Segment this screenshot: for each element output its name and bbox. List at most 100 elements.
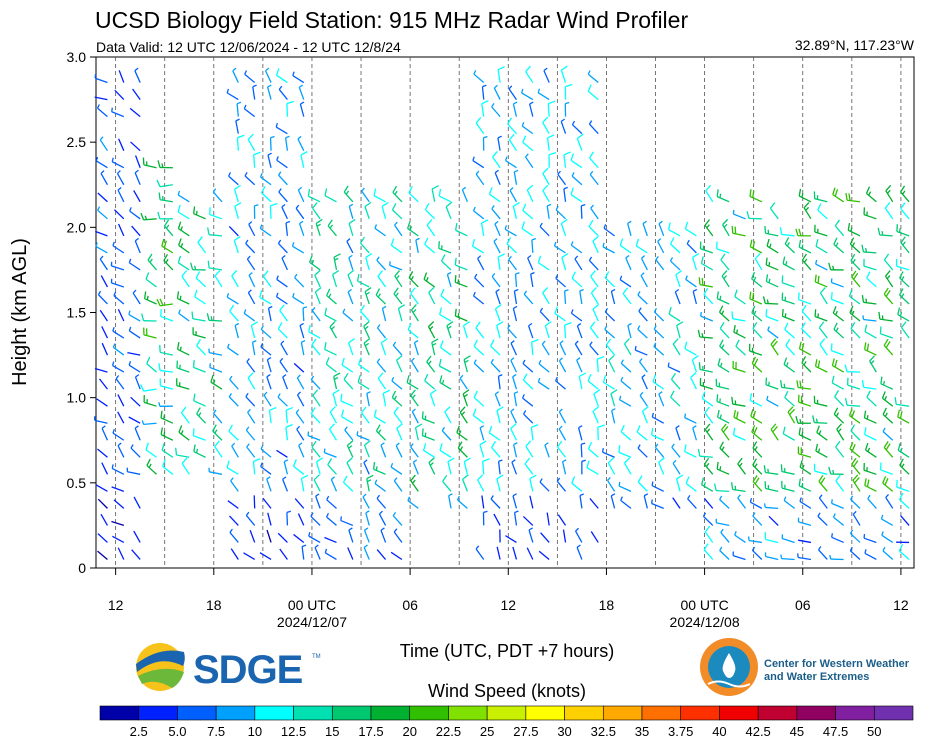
- wind-barb-flag: [366, 474, 374, 480]
- wind-barb-half-flag: [346, 238, 351, 242]
- wind-barb: [475, 545, 485, 560]
- wind-barb-half-flag: [885, 493, 890, 498]
- wind-barb: [899, 271, 910, 288]
- wind-barb: [96, 104, 108, 118]
- wind-barb-staff: [653, 311, 665, 322]
- wind-barb-half-flag: [634, 345, 637, 351]
- wind-barb-flag: [719, 321, 725, 329]
- wind-barb-staff: [716, 385, 730, 390]
- colorbar-label: 7.5: [207, 724, 225, 739]
- wind-barb-half-flag: [538, 359, 542, 365]
- wind-barb-staff: [531, 342, 534, 356]
- wind-barb-flag: [703, 457, 710, 465]
- wind-barb: [117, 411, 125, 424]
- wind-barb-half-flag: [801, 482, 804, 488]
- wind-barb-staff: [295, 207, 305, 220]
- wind-barb-staff: [248, 274, 256, 288]
- wind-barb: [477, 255, 485, 271]
- wind-barb-staff: [512, 103, 518, 117]
- wind-barb-flag: [697, 329, 701, 338]
- wind-barb: [653, 342, 665, 356]
- wind-barb-half-flag: [326, 513, 329, 518]
- wind-barb-flag: [357, 375, 361, 383]
- wind-barb-flag: [431, 185, 439, 190]
- wind-barb-staff: [831, 298, 844, 305]
- wind-barb: [637, 475, 648, 492]
- wind-barb: [848, 408, 861, 424]
- wind-barb: [461, 474, 469, 492]
- wind-barb: [749, 189, 763, 203]
- wind-barb: [593, 389, 601, 407]
- wind-barb-flag: [880, 376, 883, 384]
- wind-barb-half-flag: [412, 394, 416, 399]
- wind-barb: [676, 474, 684, 492]
- wind-barb: [531, 338, 539, 356]
- wind-barb-half-flag: [115, 375, 120, 380]
- wind-barb: [283, 459, 289, 475]
- wind-barb-half-flag: [278, 171, 282, 176]
- wind-barb-half-flag: [260, 325, 264, 330]
- wind-barb-staff: [363, 547, 370, 560]
- wind-barb-half-flag: [852, 258, 856, 264]
- colorbar-swatch: [525, 705, 565, 721]
- wind-barb-flag: [770, 338, 777, 345]
- wind-barb-half-flag: [562, 459, 567, 463]
- wind-barb-staff: [846, 404, 861, 407]
- wind-barb-half-flag: [507, 324, 511, 329]
- wind-barb-flag: [251, 321, 259, 327]
- wind-barb: [482, 458, 490, 475]
- wind-barb: [697, 329, 713, 339]
- wind-barb-staff: [507, 123, 517, 135]
- wind-barb-staff: [814, 198, 828, 203]
- wind-barb-staff: [343, 191, 354, 203]
- wind-barb-flag: [421, 411, 424, 419]
- wind-barb-staff: [815, 245, 828, 254]
- wind-barb-flag: [735, 339, 740, 347]
- wind-barb-half-flag: [165, 258, 169, 264]
- wind-barb: [101, 326, 109, 339]
- wind-barb-flag: [333, 253, 341, 258]
- wind-barb-flag: [864, 442, 869, 451]
- wind-barb-staff: [133, 530, 141, 543]
- wind-barb-staff: [477, 479, 485, 492]
- wind-barb-staff: [497, 256, 501, 271]
- wind-barb: [94, 74, 108, 84]
- wind-barb-half-flag: [669, 257, 674, 262]
- wind-barb: [571, 271, 583, 288]
- wind-barb: [326, 513, 337, 526]
- wind-barb: [692, 252, 700, 271]
- wind-barb-flag: [424, 202, 430, 210]
- wind-barb-staff: [312, 207, 321, 220]
- wind-barb-flag: [292, 459, 297, 467]
- wind-barb: [297, 513, 305, 526]
- wind-barb-flag: [848, 193, 851, 201]
- wind-barb: [114, 209, 125, 220]
- wind-barb-staff: [376, 361, 387, 373]
- wind-barb-staff: [366, 478, 370, 492]
- wind-barb-staff: [461, 479, 468, 492]
- wind-barb: [461, 186, 468, 203]
- wind-barb-half-flag: [475, 545, 480, 550]
- wind-barb-staff: [228, 175, 239, 186]
- wind-barb-flag: [834, 359, 838, 368]
- wind-barb-staff: [639, 361, 648, 373]
- wind-barb-half-flag: [805, 206, 809, 211]
- wind-barb-staff: [530, 274, 534, 288]
- wind-barb-flag: [798, 341, 802, 349]
- cw3e-logo: Center for Western Weather and Water Ext…: [700, 638, 910, 696]
- wind-barb-flag: [720, 253, 726, 261]
- wind-barb-half-flag: [739, 462, 743, 467]
- wind-barb-half-flag: [803, 258, 808, 263]
- wind-barb-staff: [611, 410, 616, 424]
- wind-barb-staff: [531, 239, 534, 253]
- wind-barb-staff: [310, 413, 321, 424]
- wind-barb: [407, 322, 419, 339]
- wind-barb-flag: [563, 151, 571, 156]
- wind-barb-staff: [781, 470, 795, 475]
- wind-barb: [588, 256, 599, 271]
- wind-barb-staff: [212, 191, 223, 203]
- wind-barb: [522, 359, 534, 373]
- wind-barb: [266, 374, 272, 390]
- wind-barb-flag: [836, 423, 843, 430]
- wind-barb-staff: [332, 274, 338, 288]
